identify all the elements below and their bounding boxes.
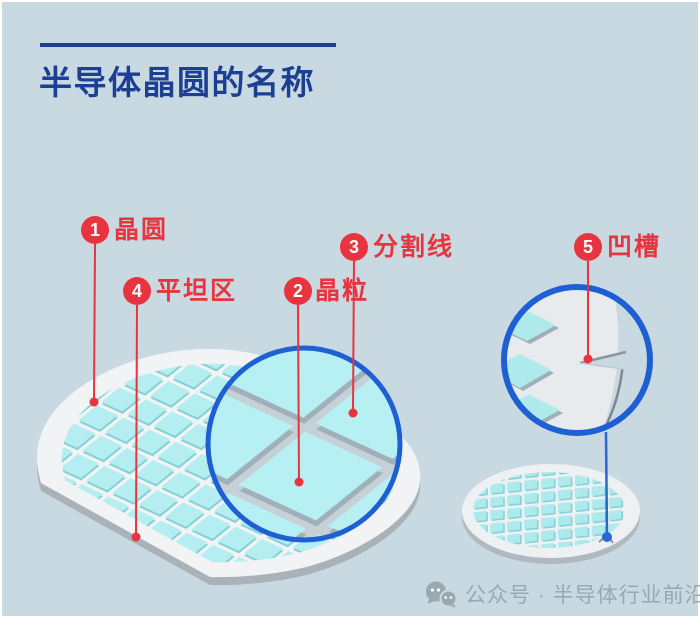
callout-label-die: 晶粒 <box>315 277 370 305</box>
callout-label-scribe: 分割线 <box>373 233 455 261</box>
callout-badge-notch: 5 <box>574 233 602 261</box>
small-wafer-illustration <box>462 464 640 564</box>
callout-label-wafer: 晶圆 <box>114 216 169 244</box>
magnifier-ring <box>205 345 403 543</box>
die-magnifier <box>205 345 403 543</box>
callout-badge-scribe: 3 <box>340 233 368 261</box>
badge-number: 1 <box>89 220 100 240</box>
badge-number: 4 <box>131 281 142 301</box>
title-rule <box>40 43 336 47</box>
badge-number: 3 <box>348 237 359 257</box>
callout-leader-lines <box>93 243 589 538</box>
notch-connector-line <box>604 431 609 536</box>
magnified-die-grid <box>208 348 400 540</box>
badge-number: 2 <box>292 281 303 301</box>
notch-endpoint-dot <box>602 532 612 542</box>
callout-endpoint-dots <box>89 354 593 542</box>
magnifier-ring <box>501 284 653 436</box>
wechat-bubbles-icon <box>426 581 458 607</box>
callout-badge-die: 2 <box>284 277 312 305</box>
footer-text: 公众号 · 半导体行业前沿 <box>465 584 700 607</box>
notch-magnifier <box>501 284 653 436</box>
footer: 公众号 · 半导体行业前沿 <box>424 580 700 608</box>
callout-badge-flat: 4 <box>123 277 151 305</box>
small-die-grid <box>473 472 625 548</box>
callout-label-notch: 凹槽 <box>607 233 662 261</box>
callout-badge-wafer: 1 <box>81 216 109 244</box>
page-title: 半导体晶圆的名称 <box>39 64 315 101</box>
callout-label-flat: 平坦区 <box>156 277 238 305</box>
badge-number: 5 <box>582 237 593 257</box>
